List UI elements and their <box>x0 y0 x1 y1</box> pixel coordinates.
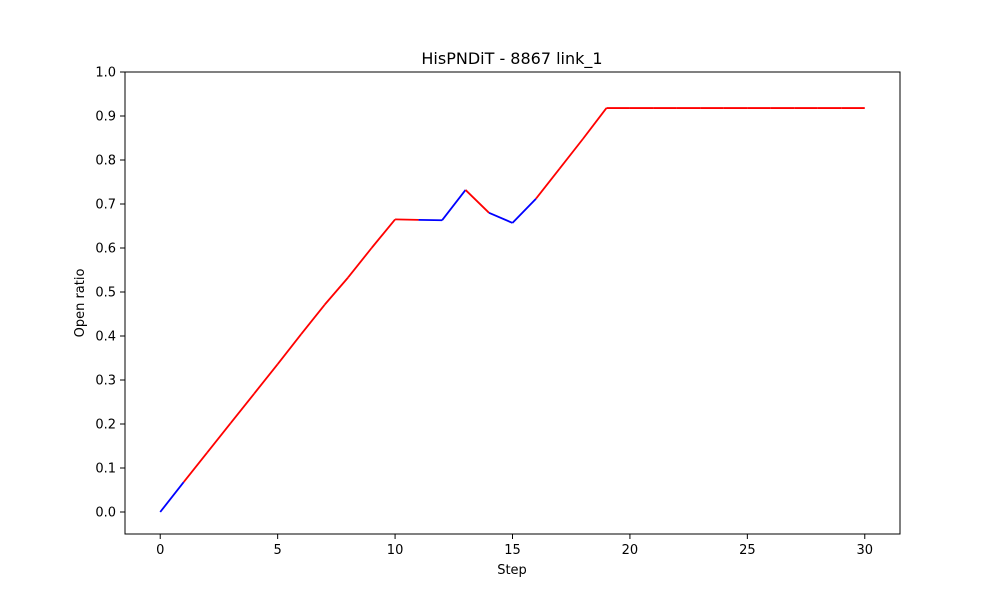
line-segment <box>535 168 561 200</box>
line-segment <box>441 189 467 221</box>
line-segment <box>347 247 373 279</box>
line-segment <box>558 138 584 170</box>
y-tick-label: 0.7 <box>95 198 116 213</box>
plot-frame <box>124 71 901 535</box>
y-tick-label: 1.0 <box>95 66 116 81</box>
line-segment <box>488 211 513 224</box>
x-tick-label: 25 <box>739 543 756 558</box>
y-tick-label: 0.3 <box>95 374 116 389</box>
line-segment <box>300 304 326 335</box>
line-segment <box>511 198 537 224</box>
series-layer <box>159 107 865 513</box>
x-tick-label: 30 <box>856 543 873 558</box>
x-tick-label: 10 <box>387 543 404 558</box>
chart-title: HisPNDiT - 8867 link_1 <box>421 49 602 69</box>
y-tick-label: 0.4 <box>95 330 116 345</box>
x-axis-label: Step <box>497 563 527 578</box>
y-tick-label: 0.0 <box>95 506 116 521</box>
line-segment <box>159 481 185 513</box>
line-segment <box>253 363 279 395</box>
line-segment <box>582 107 608 140</box>
y-tick-label: 0.8 <box>95 154 116 169</box>
line-segment <box>323 276 349 306</box>
ticks-layer: 0 5 10 15 20 25 30 0.0 0.1 0.2 0.3 0.4 0.5 0.6 0.7 0.8 0… <box>95 66 873 559</box>
line-segment <box>276 333 302 365</box>
line-segment <box>464 189 490 214</box>
line-segment <box>370 218 396 249</box>
y-tick-label: 0.9 <box>95 110 116 125</box>
line-segment <box>206 422 232 454</box>
x-tick-label: 15 <box>504 543 521 558</box>
x-tick-label: 20 <box>622 543 639 558</box>
x-tick-label: 0 <box>156 543 164 558</box>
x-tick-label: 5 <box>274 543 282 558</box>
line-segment <box>229 393 255 424</box>
line-segment <box>183 452 208 483</box>
y-axis-label: Open ratio <box>73 269 88 338</box>
y-tick-label: 0.2 <box>95 418 116 433</box>
y-tick-label: 0.5 <box>95 286 116 301</box>
y-tick-label: 0.1 <box>95 462 116 477</box>
y-tick-label: 0.6 <box>95 242 116 257</box>
